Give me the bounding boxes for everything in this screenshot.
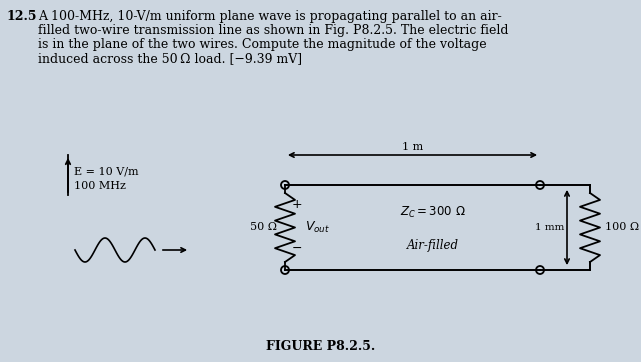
Text: filled two-wire transmission line as shown in Fig. P8.2.5. The electric field: filled two-wire transmission line as sho…	[38, 24, 508, 37]
Text: 1 mm: 1 mm	[535, 223, 564, 232]
Text: Air-filled: Air-filled	[406, 239, 458, 252]
Text: 50 Ω: 50 Ω	[250, 223, 277, 232]
Text: 1 m: 1 m	[402, 142, 423, 152]
Text: 100 MHz: 100 MHz	[74, 181, 126, 191]
Text: induced across the 50 Ω load. [−9.39 mV]: induced across the 50 Ω load. [−9.39 mV]	[38, 52, 302, 65]
Text: 12.5: 12.5	[7, 10, 38, 23]
Text: A 100-MHz, 10-V/m uniform plane wave is propagating parallel to an air-: A 100-MHz, 10-V/m uniform plane wave is …	[38, 10, 502, 23]
Text: −: −	[292, 241, 303, 254]
Text: E = 10 V/m: E = 10 V/m	[74, 167, 138, 177]
Text: +: +	[292, 198, 303, 211]
Text: is in the plane of the two wires. Compute the magnitude of the voltage: is in the plane of the two wires. Comput…	[38, 38, 487, 51]
Text: 100 Ω: 100 Ω	[605, 223, 639, 232]
Text: $Z_C = 300\ \Omega$: $Z_C = 300\ \Omega$	[399, 205, 465, 220]
Text: $V_{out}$: $V_{out}$	[305, 220, 330, 235]
Text: FIGURE P8.2.5.: FIGURE P8.2.5.	[267, 340, 376, 353]
